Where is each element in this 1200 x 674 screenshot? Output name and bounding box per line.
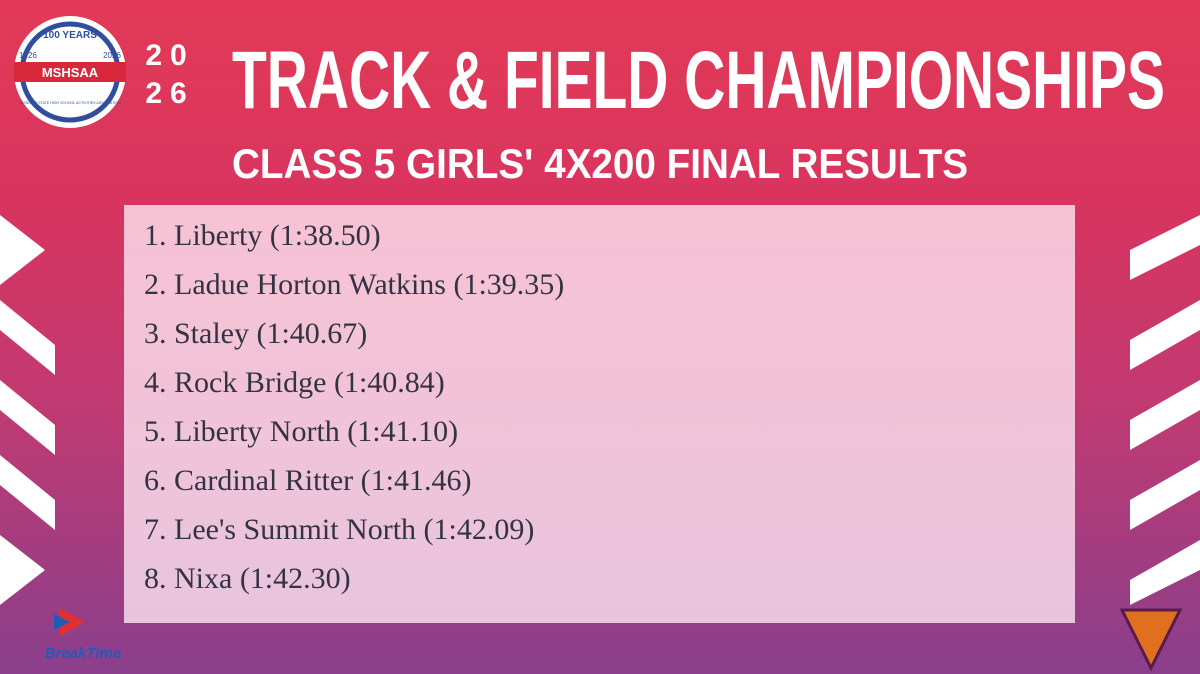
result-item: 2. Ladue Horton Watkins (1:39.35) — [144, 268, 565, 301]
logo-start: 1926 — [19, 51, 37, 60]
logo-years: 100 YEARS — [43, 30, 97, 41]
right-stripes — [1130, 215, 1200, 605]
sponsor: BreakTime — [45, 645, 121, 662]
logo-name: MSHSAA — [42, 65, 99, 80]
result-item: 3. Staley (1:40.67) — [144, 317, 368, 350]
logo-association: MISSOURI STATE HIGH SCHOOL ACTIVITIES AS… — [19, 101, 121, 105]
result-item: 7. Lee's Summit North (1:42.09) — [144, 513, 535, 546]
year-bottom: 26 — [145, 77, 194, 110]
subtitle: CLASS 5 GIRLS' 4X200 FINAL RESULTS — [232, 140, 968, 187]
logo-end: 2026 — [103, 51, 121, 60]
logo: 100 YEARS MSHSAA 1926 2026 MISSOURI STAT… — [14, 16, 126, 128]
results-panel: 1. Liberty (1:38.50) 2. Ladue Horton Watk… — [124, 205, 1075, 623]
sponsor-logo: BreakTime — [45, 608, 121, 662]
year-top: 20 — [145, 39, 194, 72]
school-logo — [1119, 608, 1183, 672]
result-item: 4. Rock Bridge (1:40.84) — [144, 366, 445, 399]
title: TRACK & FIELD CHAMPIONSHIPS — [232, 35, 1165, 126]
result-item: 6. Cardinal Ritter (1:41.46) — [144, 464, 472, 497]
result-item: 5. Liberty North (1:41.10) — [144, 415, 459, 448]
result-item: 8. Nixa (1:42.30) — [144, 562, 351, 595]
left-stripes — [0, 215, 55, 605]
result-item: 1. Liberty (1:38.50) — [144, 219, 381, 252]
